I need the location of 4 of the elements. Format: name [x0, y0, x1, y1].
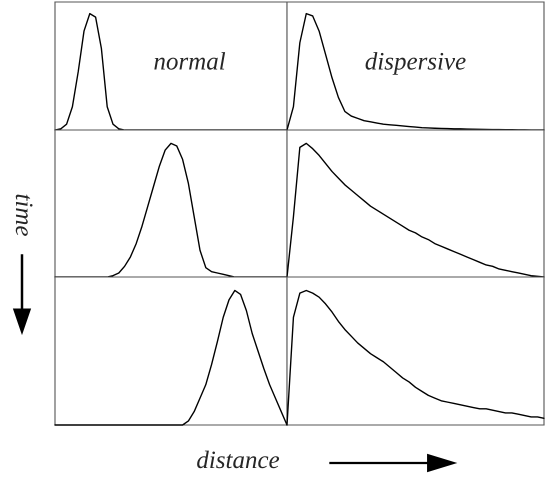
x-axis-title: distance	[197, 450, 280, 468]
y-axis-title: time	[16, 194, 33, 236]
annotation: normal	[154, 52, 226, 70]
annotation: dispersive	[366, 52, 466, 75]
